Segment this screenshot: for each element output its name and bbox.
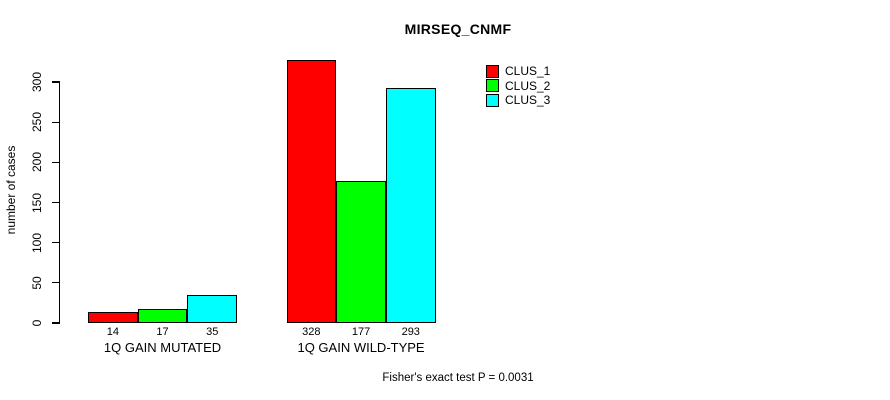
legend-swatch-clus_1	[486, 64, 499, 78]
fisher-test-annotation: Fisher's exact test P = 0.0031	[382, 372, 534, 384]
y-axis-tick-label: 200	[30, 152, 44, 173]
legend-label: CLUS_1	[505, 64, 551, 79]
legend-row-clus_3: CLUS_3	[486, 93, 550, 108]
bar-value-label: 177	[351, 326, 371, 338]
bar-value-label: 328	[302, 326, 321, 338]
bar-clus_1-group2	[286, 59, 337, 323]
bar-value-label: 14	[106, 326, 119, 338]
bar-value-label: 293	[401, 326, 420, 338]
legend-label: CLUS_3	[505, 93, 551, 108]
y-axis-tick	[52, 282, 60, 284]
legend-swatch-clus_3	[486, 93, 499, 107]
bar-value-label: 17	[156, 326, 169, 338]
bar-clus_3-group2	[385, 87, 436, 323]
y-axis-tick-label: 150	[30, 192, 44, 213]
legend: CLUS_1 CLUS_2 CLUS_3	[486, 64, 550, 108]
legend-row-clus_1: CLUS_1	[486, 64, 550, 79]
y-axis-tick	[52, 242, 60, 244]
chart-title: MIRSEQ_CNMF	[404, 21, 512, 37]
legend-label: CLUS_2	[505, 78, 551, 93]
y-axis-tick-label: 250	[30, 112, 44, 133]
y-axis-tick-label: 50	[30, 276, 44, 290]
category-label: 1Q GAIN WILD-TYPE	[297, 340, 425, 355]
category-label: 1Q GAIN MUTATED	[103, 340, 222, 355]
bar-clus_2-group1	[137, 309, 188, 323]
y-axis-tick	[52, 81, 60, 83]
y-axis-tick-label: 0	[30, 319, 44, 327]
y-axis-tick	[52, 161, 60, 163]
y-axis-tick	[52, 121, 60, 123]
y-axis-tick	[52, 201, 60, 204]
bar-value-label: 35	[206, 326, 219, 338]
y-axis-tick-label: 300	[30, 71, 44, 93]
bar-clus_2-group2	[336, 180, 386, 323]
bar-clus_1-group1	[88, 311, 138, 323]
y-axis-tick-label: 100	[30, 232, 44, 253]
y-axis-tick	[52, 322, 60, 324]
legend-swatch-clus_2	[486, 79, 499, 93]
legend-row-clus_2: CLUS_2	[486, 79, 550, 94]
bar-clus_3-group1	[187, 294, 238, 323]
